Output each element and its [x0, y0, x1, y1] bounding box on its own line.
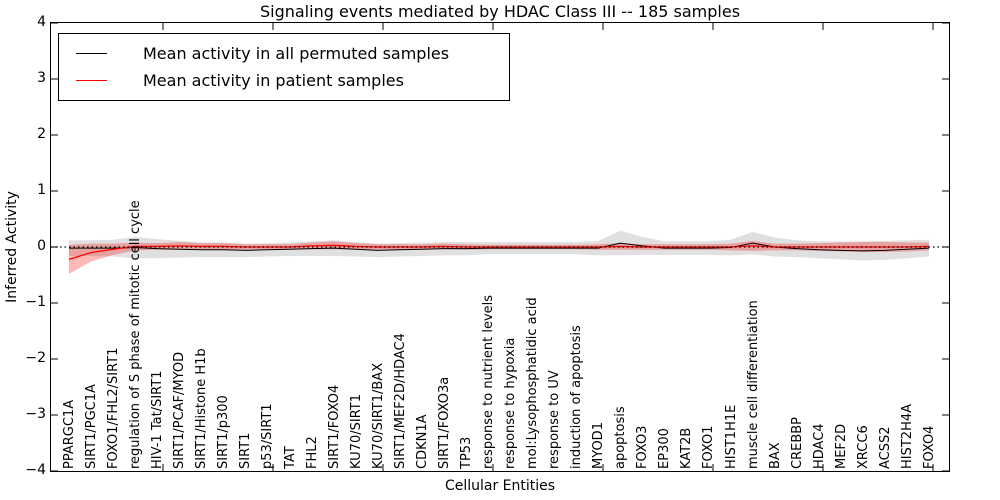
legend-item-patient: Mean activity in patient samples [59, 67, 509, 94]
x-category-label: PPARGC1A [62, 399, 77, 469]
plot-area: PPARGC1A SIRT1/PGC1A FOXO1/FHL2/SIRT1 regul… [50, 22, 950, 472]
x-category-label: TP53 [458, 436, 474, 469]
x-category-label: MEF2D [833, 423, 849, 469]
y-tick-label: −4 [25, 462, 46, 478]
x-category-label: SIRT1/FOXO4 [326, 384, 342, 469]
x-category-label: CDKN1A [414, 414, 430, 469]
x-category-label: HDAC4 [811, 423, 827, 469]
x-category-label: TAT [282, 446, 298, 469]
x-category-label: p53/SIRT1 [260, 403, 276, 469]
x-category-label: MYOD1 [591, 422, 607, 469]
x-category-label: HIST2H4A [899, 403, 915, 469]
y-tick-label: 1 [37, 182, 46, 198]
x-category-label: SIRT1/p300 [216, 395, 232, 469]
x-category-label: FHL2 [304, 436, 320, 469]
x-category-label: SIRT1/Histone H1b [194, 348, 210, 469]
x-category-label: response to nutrient levels [480, 294, 496, 469]
y-tick-label: 0 [37, 238, 46, 254]
chart-title: Signaling events mediated by HDAC Class … [259, 2, 741, 21]
y-tick-label: −1 [25, 294, 46, 310]
x-category-label: FOXO1/FHL2/SIRT1 [106, 347, 122, 469]
x-category-label: SIRT1/PGC1A [84, 384, 100, 469]
legend-label-permuted: Mean activity in all permuted samples [143, 44, 450, 63]
x-category-label: EP300 [657, 428, 673, 469]
permuted-band [69, 230, 929, 261]
x-category-label: FOXO3 [635, 425, 651, 469]
x-category-label: response to UV [547, 370, 563, 469]
legend-item-permuted: Mean activity in all permuted samples [59, 40, 509, 67]
x-category-label: XRCC6 [855, 425, 871, 469]
legend-line-permuted-icon [76, 53, 107, 54]
x-axis-title: Cellular Entities [444, 478, 556, 494]
y-tick-label: −2 [25, 350, 46, 366]
x-category-label: induction of apoptosis [569, 325, 585, 469]
x-category-label: KU70/SIRT1/BAX [370, 362, 386, 469]
legend: Mean activity in all permuted samples Me… [58, 33, 510, 101]
x-category-label: regulation of S phase of mitotic cell cy… [128, 200, 144, 469]
x-category-label: mol:Lysophosphatidic acid [525, 297, 541, 469]
legend-line-patient-icon [76, 80, 107, 81]
x-category-label: SIRT1/FOXO3a [436, 376, 452, 469]
x-category-label: muscle cell differentiation [745, 300, 761, 469]
x-category-label: HIST1H1E [723, 404, 739, 469]
x-category-label: KAT2B [679, 427, 695, 469]
x-category-label: FOXO1 [701, 425, 717, 469]
x-category-label: SIRT1 [238, 432, 254, 469]
x-category-label: SIRT1/PCAF/MYOD [172, 351, 188, 469]
y-tick-label: 4 [37, 14, 46, 30]
y-tick-label: 2 [37, 126, 46, 142]
plot-canvas [51, 23, 949, 471]
x-category-label: HIV-1 Tat/SIRT1 [150, 370, 166, 469]
permuted-line [69, 242, 930, 252]
y-tick-label: −3 [25, 406, 46, 422]
x-category-label: CREBBP [789, 417, 805, 469]
legend-label-patient: Mean activity in patient samples [143, 71, 404, 90]
x-category-label: SIRT1/MEF2D/HDAC4 [392, 333, 408, 469]
x-category-label: KU70/SIRT1 [348, 394, 364, 469]
x-category-label: apoptosis [613, 406, 629, 469]
x-category-label: BAX [767, 442, 783, 469]
x-category-label: response to hypoxia [503, 337, 519, 469]
x-category-label: ACSS2 [877, 426, 893, 469]
x-category-label: FOXO4 [922, 425, 937, 469]
y-tick-label: 3 [37, 70, 46, 86]
